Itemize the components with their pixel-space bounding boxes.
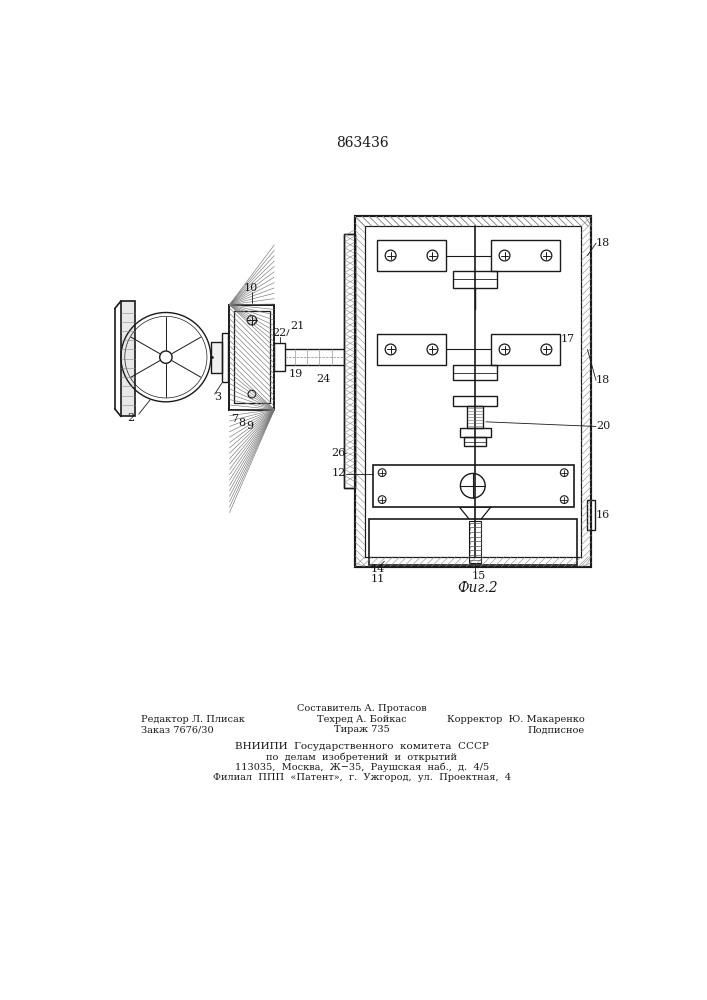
Bar bbox=[355, 216, 591, 567]
Text: 2: 2 bbox=[127, 413, 134, 423]
Text: 24: 24 bbox=[316, 374, 330, 384]
Text: 19: 19 bbox=[289, 369, 303, 379]
Bar bbox=[369, 519, 578, 565]
Text: 22: 22 bbox=[273, 328, 287, 338]
Bar bbox=[464, 437, 486, 446]
Text: Техред А. Бойкас: Техред А. Бойкас bbox=[317, 715, 407, 724]
Bar bbox=[230, 305, 274, 410]
Text: Корректор  Ю. Макаренко: Корректор Ю. Макаренко bbox=[447, 715, 585, 724]
Bar bbox=[491, 334, 561, 365]
Bar bbox=[469, 521, 481, 563]
Text: 21: 21 bbox=[290, 321, 304, 331]
Bar bbox=[234, 311, 270, 403]
Text: 18: 18 bbox=[596, 238, 610, 248]
Bar bbox=[588, 500, 595, 530]
Text: Фиг.2: Фиг.2 bbox=[457, 581, 498, 595]
Text: 11: 11 bbox=[370, 574, 385, 584]
Text: 16: 16 bbox=[596, 510, 610, 520]
Bar bbox=[377, 240, 446, 271]
Bar bbox=[355, 216, 591, 567]
Text: по  делам  изобретений  и  открытий: по делам изобретений и открытий bbox=[267, 753, 457, 762]
Bar bbox=[344, 234, 355, 488]
Text: Заказ 7676/30: Заказ 7676/30 bbox=[141, 725, 214, 734]
Bar bbox=[274, 343, 285, 371]
Text: 18: 18 bbox=[596, 375, 610, 385]
Text: ВНИИПИ  Государственного  комитета  СССР: ВНИИПИ Государственного комитета СССР bbox=[235, 742, 489, 751]
Text: 8: 8 bbox=[239, 418, 246, 428]
Bar bbox=[344, 234, 355, 488]
Text: Составитель А. Протасов: Составитель А. Протасов bbox=[297, 704, 427, 713]
Text: 14: 14 bbox=[370, 564, 385, 574]
Bar bbox=[230, 305, 274, 410]
Bar bbox=[373, 465, 573, 507]
Bar bbox=[365, 226, 581, 557]
Bar bbox=[211, 342, 222, 373]
Text: 7: 7 bbox=[231, 414, 238, 424]
Text: Тираж 735: Тираж 735 bbox=[334, 725, 390, 734]
Text: 17: 17 bbox=[561, 334, 575, 344]
Text: 9: 9 bbox=[247, 421, 254, 431]
Bar bbox=[121, 301, 135, 416]
Bar bbox=[222, 333, 228, 382]
Bar bbox=[377, 334, 446, 365]
Bar bbox=[453, 271, 497, 288]
Text: 12: 12 bbox=[332, 468, 346, 478]
Text: 113035,  Москва,  Ж−35,  Раушская  наб.,  д.  4/5: 113035, Москва, Ж−35, Раушская наб., д. … bbox=[235, 763, 489, 772]
Text: 26: 26 bbox=[332, 448, 346, 458]
Text: 3: 3 bbox=[214, 392, 221, 402]
Text: 10: 10 bbox=[243, 283, 257, 293]
Text: Редактор Л. Плисак: Редактор Л. Плисак bbox=[141, 715, 245, 724]
Bar bbox=[460, 428, 491, 437]
Bar bbox=[467, 406, 483, 428]
Text: 20: 20 bbox=[596, 421, 610, 431]
Text: 15: 15 bbox=[472, 571, 486, 581]
Text: Подписное: Подписное bbox=[527, 725, 585, 734]
Bar bbox=[491, 240, 561, 271]
Text: Филиал  ППП  «Патент»,  г.  Ужгород,  ул.  Проектная,  4: Филиал ППП «Патент», г. Ужгород, ул. Про… bbox=[213, 773, 511, 782]
Bar bbox=[365, 226, 581, 557]
Bar bbox=[453, 365, 497, 380]
Bar bbox=[453, 396, 497, 406]
Text: 863436: 863436 bbox=[336, 136, 388, 150]
